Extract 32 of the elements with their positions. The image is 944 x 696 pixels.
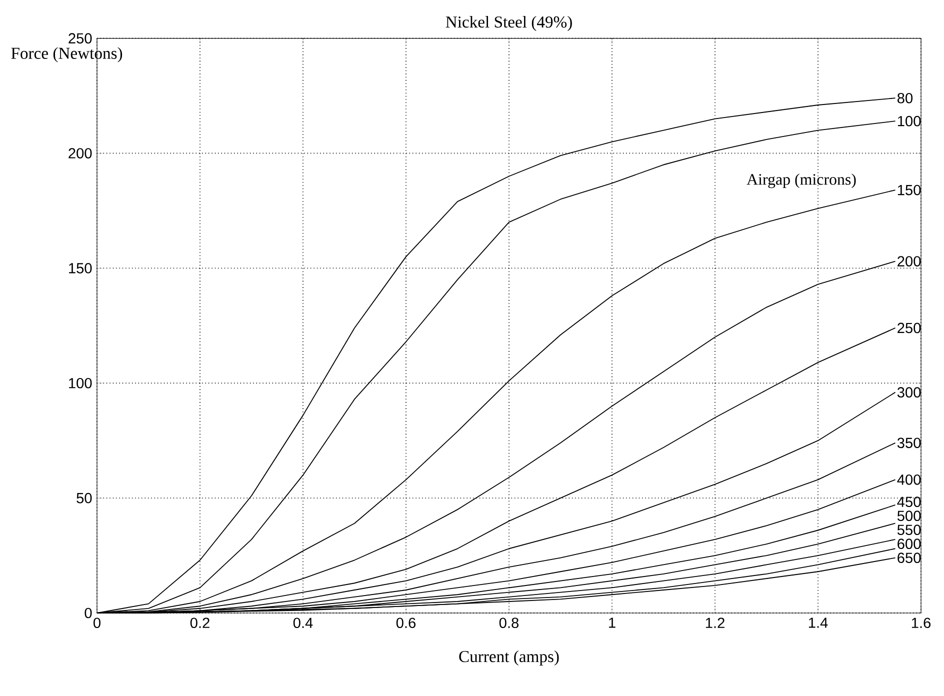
series-label: 100 (898, 116, 921, 126)
series-label: 200 (898, 256, 921, 266)
x-tick-label: 1.4 (808, 618, 828, 628)
x-tick-label: 0.8 (499, 618, 519, 628)
series-label: 300 (897, 387, 921, 398)
x-tick-label: 0 (94, 618, 100, 628)
y-tick-label: 150 (69, 263, 92, 274)
x-tick-label: 1 (609, 618, 616, 628)
series-label: 550 (897, 524, 921, 536)
y-tick-label: 250 (68, 33, 92, 44)
series-label: 80 (897, 92, 913, 104)
y-tick-label: 100 (69, 378, 92, 388)
series-label: 650 (898, 552, 921, 564)
x-tick-label: 1.6 (912, 618, 931, 628)
x-axis-title: Current (amps) (459, 650, 559, 666)
x-tick-label: 0.6 (396, 618, 416, 628)
x-tick-label: 1.2 (706, 618, 724, 628)
annotation: Airgap (microns) (746, 174, 856, 188)
series-label: 150 (898, 184, 921, 196)
series-label: 500 (897, 510, 921, 522)
series-label: 450 (897, 496, 921, 508)
chart-title: Nickel Steel (49%) (446, 16, 572, 32)
series-label: 400 (897, 474, 921, 485)
y-axis-title: Force (Newtons) (11, 47, 122, 62)
series-label: 350 (897, 438, 921, 448)
x-tick-label: 0.2 (190, 618, 210, 628)
x-tick-label: 0.4 (293, 618, 313, 628)
series-label: 600 (898, 538, 921, 550)
series-label: 250 (898, 322, 921, 334)
y-tick-label: 200 (68, 148, 92, 158)
y-tick-label: 50 (76, 492, 92, 504)
y-tick-label: 0 (84, 608, 92, 618)
